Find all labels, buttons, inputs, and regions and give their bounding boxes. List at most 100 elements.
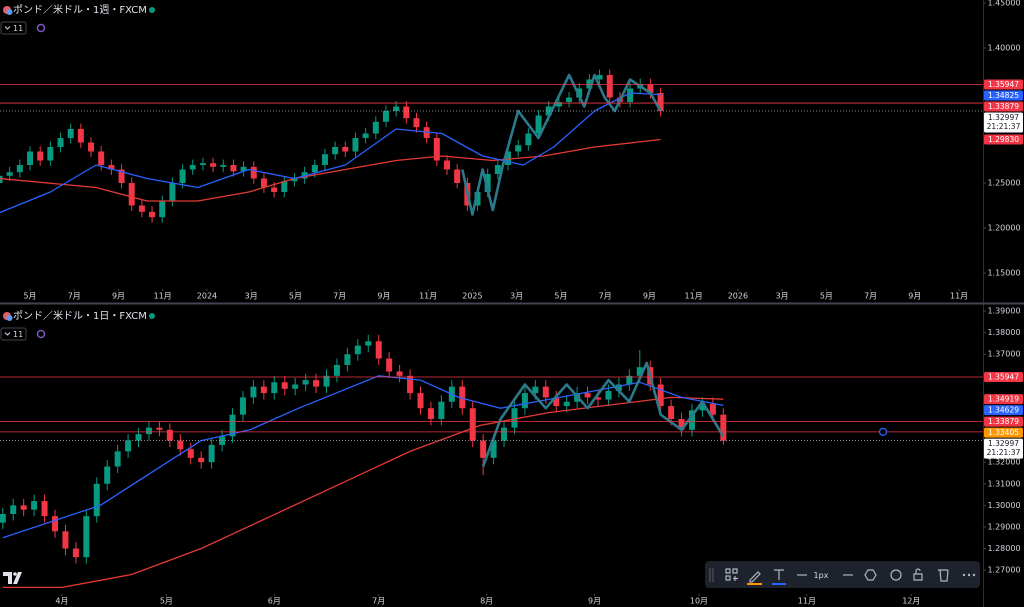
price-tag bbox=[984, 416, 1023, 427]
price-tag bbox=[984, 101, 1023, 112]
y-tick-label: 1.40000 bbox=[987, 43, 1020, 52]
candle-body bbox=[501, 427, 508, 441]
candle-body bbox=[93, 483, 100, 517]
drag-handle[interactable] bbox=[709, 568, 714, 582]
candle-body bbox=[413, 118, 420, 128]
interval-dropdown[interactable]: 11 bbox=[0, 327, 27, 341]
candle-body bbox=[189, 165, 196, 170]
candle-body bbox=[521, 393, 528, 409]
candle-body bbox=[444, 160, 451, 170]
price-tag bbox=[984, 405, 1023, 416]
candle-body bbox=[208, 444, 215, 463]
price-tag bbox=[984, 134, 1023, 145]
candle-body bbox=[595, 397, 602, 400]
candle-body bbox=[311, 165, 318, 173]
candle-body bbox=[459, 386, 466, 409]
y-tick-label: 1.38000 bbox=[987, 328, 1020, 337]
candle-body bbox=[31, 501, 38, 510]
candle-body bbox=[271, 187, 278, 193]
candle-body bbox=[386, 358, 393, 372]
candle-body bbox=[469, 408, 476, 441]
candle-body bbox=[393, 106, 400, 111]
candle-body bbox=[210, 163, 217, 167]
candle-body bbox=[647, 83, 654, 93]
candle-body bbox=[51, 516, 58, 532]
candle-body bbox=[177, 440, 184, 450]
candle-body bbox=[250, 166, 257, 179]
candle-body bbox=[627, 88, 634, 102]
candle-body bbox=[484, 174, 491, 193]
price-tag-label: 1.35947 bbox=[988, 372, 1019, 381]
text-icon[interactable] bbox=[774, 569, 784, 580]
indicator-line bbox=[481, 361, 725, 467]
candle-body bbox=[230, 165, 237, 172]
candle-body bbox=[281, 382, 288, 389]
indicator-icon bbox=[36, 23, 46, 33]
delete-icon[interactable] bbox=[938, 569, 949, 582]
status-dot bbox=[149, 313, 155, 319]
y-tick-label: 1.30000 bbox=[987, 501, 1020, 510]
candle-body bbox=[16, 165, 23, 173]
x-tick-label: 2026 bbox=[728, 292, 748, 301]
candle-body bbox=[545, 106, 552, 116]
chevron bbox=[4, 332, 11, 336]
price-tag bbox=[984, 438, 1023, 459]
x-tick-label: 7月 bbox=[372, 597, 385, 606]
price-tag-label: 1.33405 bbox=[988, 428, 1019, 437]
price-tag bbox=[984, 79, 1023, 90]
price-tag-label: 1.32997 bbox=[988, 439, 1019, 448]
symbol-title: ポンド／米ドル・1週・FXCM bbox=[13, 3, 147, 16]
candle-body bbox=[169, 183, 176, 202]
price-tag-label: 1.34919 bbox=[988, 395, 1019, 404]
x-tick-label: 3月 bbox=[510, 292, 523, 301]
logo-part bbox=[13, 572, 17, 576]
price-tag-label: 1.33879 bbox=[988, 417, 1019, 426]
more-dot[interactable] bbox=[972, 573, 976, 577]
toolbar-bg bbox=[705, 561, 980, 588]
y-tick-label: 1.15000 bbox=[987, 269, 1020, 278]
x-tick-label: 8月 bbox=[480, 597, 493, 606]
pen-icon[interactable] bbox=[749, 571, 761, 583]
more-dot[interactable] bbox=[967, 573, 971, 577]
candle-body bbox=[555, 101, 562, 107]
add-tool-icon[interactable] bbox=[725, 568, 738, 581]
stroke-width[interactable]: 1px bbox=[814, 571, 829, 580]
candle-body bbox=[566, 97, 573, 102]
candle-body bbox=[271, 382, 278, 394]
more-dot[interactable] bbox=[962, 573, 966, 577]
candle-body bbox=[688, 410, 695, 430]
candle-body bbox=[166, 429, 173, 441]
candle-body bbox=[20, 505, 27, 510]
candle-body bbox=[454, 169, 461, 184]
candle-body bbox=[62, 531, 69, 549]
alert-icon[interactable] bbox=[890, 569, 902, 581]
candle-body bbox=[668, 406, 675, 419]
x-tick-label: 9月 bbox=[643, 292, 656, 301]
candle-body bbox=[114, 451, 121, 467]
candle-body bbox=[553, 397, 560, 407]
y-tick-label: 1.39000 bbox=[987, 307, 1020, 316]
candle-body bbox=[417, 393, 424, 409]
candle-body bbox=[586, 79, 593, 89]
candle-body bbox=[47, 147, 54, 161]
candle-body bbox=[220, 165, 227, 167]
price-tag bbox=[984, 112, 1023, 133]
candle-body bbox=[525, 133, 532, 146]
interval-label: 11 bbox=[13, 24, 23, 33]
y-tick-label: 1.25000 bbox=[987, 179, 1020, 188]
candle-body bbox=[605, 390, 612, 400]
interval-box bbox=[0, 21, 27, 35]
x-tick-label: 5月 bbox=[23, 292, 36, 301]
settings-icon[interactable] bbox=[864, 569, 877, 581]
candle-body bbox=[636, 367, 643, 376]
candle-body bbox=[403, 106, 410, 119]
candle-body bbox=[323, 375, 330, 387]
candle-body bbox=[438, 401, 445, 419]
price-tag-label: 1.29830 bbox=[988, 135, 1019, 144]
lock-icon[interactable] bbox=[913, 568, 923, 581]
candle-body bbox=[321, 154, 328, 166]
x-tick-label: 11月 bbox=[798, 597, 816, 606]
interval-dropdown[interactable]: 11 bbox=[0, 21, 27, 35]
candle-body bbox=[365, 341, 372, 346]
